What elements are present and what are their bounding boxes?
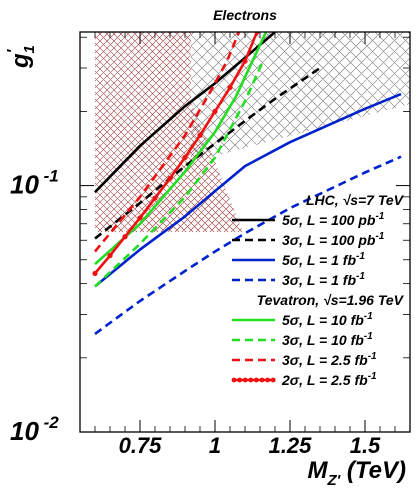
legend-label-8: 2σ, L = 2.5 fb-1 <box>281 371 377 388</box>
legend-swatch-dot <box>242 377 248 383</box>
legend-swatch-dot <box>270 377 276 383</box>
series-8-point-7 <box>182 154 188 161</box>
legend-label-4: 3σ, L = 1 fb-1 <box>282 271 365 288</box>
x-tick-label-2: 1 <box>209 433 221 458</box>
legend-label-6: 3σ, L = 10 fb-1 <box>282 331 373 348</box>
legend-swatch-dot <box>248 377 254 383</box>
series-7 <box>93 32 241 253</box>
series-8-point-2 <box>107 252 113 259</box>
legend-swatch-dot <box>259 377 265 383</box>
series-layer <box>92 32 402 335</box>
hatch-lines-fine <box>95 32 255 233</box>
legend-swatch-dot <box>231 377 237 383</box>
series-line-8 <box>94 32 259 275</box>
legend-swatch-dot <box>265 377 270 383</box>
legend-label-2: 3σ, L = 100 pb-1 <box>282 231 385 248</box>
series-8-point-9 <box>212 108 218 115</box>
series-8-point-4 <box>137 215 143 221</box>
legend-label-5: 5σ, L = 10 fb-1 <box>282 311 373 328</box>
series-8-point-11 <box>242 58 248 64</box>
series-8-point-3 <box>122 234 128 240</box>
legend-label-7: 3σ, L = 2.5 fb-1 <box>282 351 377 368</box>
legend-label-3: 5σ, L = 1 fb-1 <box>282 251 365 268</box>
x-tick-label-4: 1.5 <box>350 433 381 458</box>
series-8-point-5 <box>152 195 158 201</box>
series-8-point-8 <box>197 132 203 138</box>
legend-header-1: LHC, √s=7 TeV <box>306 192 405 208</box>
axis-ticks <box>80 32 410 433</box>
series-line-7 <box>93 32 241 253</box>
series-line-3 <box>94 92 402 288</box>
series-8-point-1 <box>92 270 98 277</box>
legend-swatch-dot <box>237 377 243 383</box>
legend: LHC, √s=7 TeV 5σ, L = 100 pb-1 3σ, L = 100… <box>231 192 405 388</box>
series-line-2 <box>94 66 321 240</box>
y-axis-label: g'1 <box>5 45 38 69</box>
series-line-6 <box>94 60 265 288</box>
x-axis-label: MZ' (TeV) <box>307 457 406 489</box>
series-8-point-6 <box>167 175 173 181</box>
series-2 <box>94 66 321 240</box>
x-tick-labels: 0.75 1 1.25 1.5 <box>119 433 381 458</box>
y-tick-label-2: 10 -2 <box>10 413 59 446</box>
x-tick-label-3: 1.25 <box>269 433 313 458</box>
series-8 <box>92 32 260 277</box>
chart-title: Electrons <box>213 7 277 23</box>
series-4 <box>94 155 402 335</box>
series-6 <box>94 60 265 288</box>
series-1 <box>94 32 276 194</box>
series-5 <box>94 32 268 266</box>
y-tick-labels: 10 -1 10 -2 <box>10 167 59 446</box>
y-tick-label-1: 10 -1 <box>10 167 59 200</box>
excluded-region-1 <box>95 32 255 233</box>
series-3 <box>94 92 402 288</box>
legend-swatch-dot <box>254 377 259 383</box>
x-tick-label-1: 0.75 <box>119 433 163 458</box>
legend-header-6: Tevatron, √s=1.96 TeV <box>257 292 405 308</box>
series-line-5 <box>94 32 268 266</box>
series-8-point-10 <box>227 84 233 91</box>
legend-label-1: 5σ, L = 100 pb-1 <box>282 211 385 228</box>
series-line-4 <box>94 155 402 335</box>
series-line-1 <box>94 32 276 194</box>
